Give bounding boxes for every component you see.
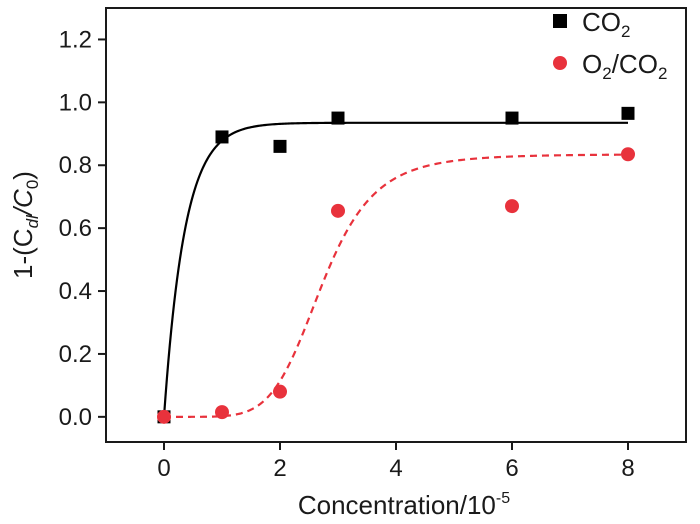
data-point-o2-co2 (505, 199, 519, 214)
data-point-o2-co2 (215, 405, 229, 420)
legend-marker-o2-co2 (553, 56, 567, 70)
y-tick-label: 0.0 (59, 404, 92, 431)
fit-curve-o2-co2 (164, 153, 629, 418)
x-tick-label: 2 (273, 455, 286, 482)
data-point-co2 (215, 130, 229, 144)
y-tick-label: 1.2 (59, 26, 92, 53)
data-point-o2-co2 (157, 409, 171, 424)
y-tick-label: 0.8 (59, 152, 92, 179)
data-point-o2-co2 (621, 147, 635, 162)
x-tick-label: 4 (389, 455, 402, 482)
x-axis-title: Concentration/10-5 (298, 490, 510, 520)
data-point-o2-co2 (273, 384, 287, 399)
data-point-o2-co2 (331, 203, 345, 218)
y-tick-label: 0.6 (59, 215, 92, 242)
x-tick-label: 0 (157, 455, 170, 482)
y-axis-title: 1-(Cdl/C0) (8, 171, 42, 279)
legend-marker-co2 (553, 14, 567, 28)
legend: CO2 O2/CO2 (553, 7, 667, 83)
legend-label-co2: CO2 (582, 7, 630, 41)
data-point-co2 (505, 111, 519, 125)
fit-curves (162, 121, 629, 418)
axis-ticks: 0 2 4 6 8 0.0 0.2 0.4 0.6 0.8 1.0 1.2 (59, 26, 635, 482)
x-tick-label: 6 (505, 455, 518, 482)
data-points (157, 106, 635, 424)
legend-label-o2-co2: O2/CO2 (582, 49, 667, 83)
y-tick-label: 0.4 (59, 278, 92, 305)
axis-labels: Concentration/10-5 1-(Cdl/C0) (8, 171, 510, 520)
data-point-co2 (621, 106, 635, 120)
data-point-co2 (273, 139, 287, 153)
x-tick-label: 8 (621, 455, 634, 482)
y-tick-label: 1.0 (59, 89, 92, 116)
fit-curve-co2 (162, 121, 628, 417)
y-tick-label: 0.2 (59, 341, 92, 368)
data-point-co2 (331, 111, 345, 125)
